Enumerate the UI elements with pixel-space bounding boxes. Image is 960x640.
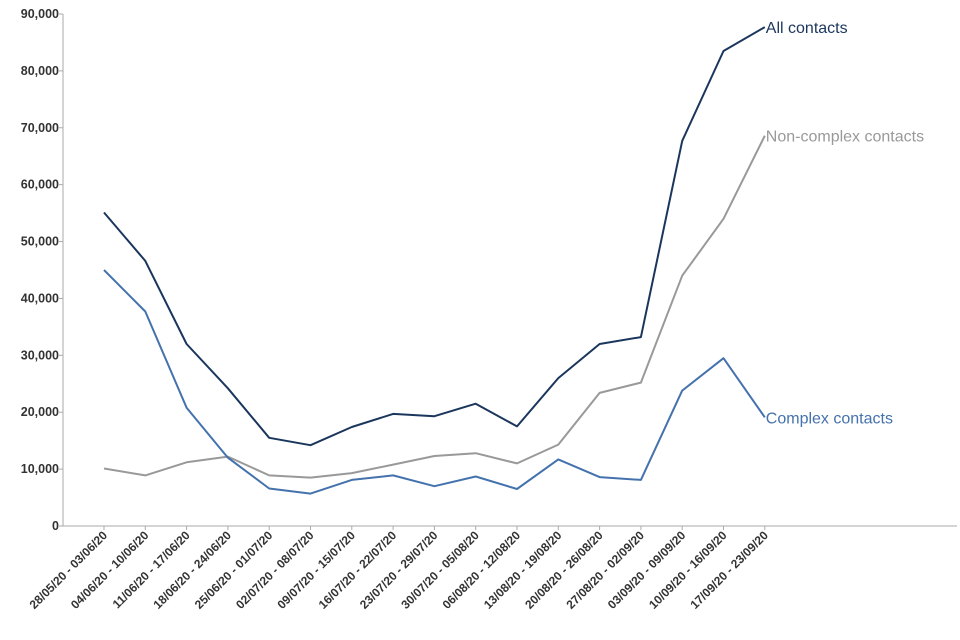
x-tick-label: 03/09/20 - 09/09/20 <box>605 528 689 612</box>
x-tick-label: 30/07/20 - 05/08/20 <box>398 528 482 612</box>
y-tick-label: 50,000 <box>21 235 59 249</box>
x-tick-label: 17/09/20 - 23/09/20 <box>687 528 771 612</box>
y-tick-label: 90,000 <box>21 7 59 21</box>
series-label: All contacts <box>766 20 848 37</box>
x-tick-label: 16/07/20 - 22/07/20 <box>316 528 400 612</box>
y-tick-label: 30,000 <box>21 348 59 362</box>
series-lines <box>103 26 766 495</box>
y-tick-label: 10,000 <box>21 462 59 476</box>
series-line-complex-contacts <box>103 269 766 495</box>
x-tick-label: 09/07/20 - 15/07/20 <box>274 528 358 612</box>
x-tick-label: 23/07/20 - 29/07/20 <box>357 528 441 612</box>
x-tick-label: 13/08/20 - 19/08/20 <box>481 528 565 612</box>
x-tick-label: 11/06/20 - 17/06/20 <box>110 528 193 611</box>
series-line-non-complex-contacts <box>103 135 766 479</box>
axes <box>62 14 957 527</box>
x-tick-label: 25/06/20 - 01/07/20 <box>192 528 276 612</box>
y-tick-label: 80,000 <box>21 64 59 78</box>
x-tick-label: 20/08/20 - 26/08/20 <box>522 528 606 612</box>
x-tick-label: 10/09/20 - 16/09/20 <box>646 528 730 612</box>
x-tick-label: 27/08/20 - 02/09/20 <box>564 528 648 612</box>
y-tick-label: 0 <box>52 519 59 533</box>
y-tick-label: 60,000 <box>21 178 59 192</box>
x-tick-label: 06/08/20 - 12/08/20 <box>440 528 524 612</box>
x-tick-label: 04/06/20 - 10/06/20 <box>68 528 152 612</box>
y-axis-ticks: 0 10,000 20,000 30,000 40,000 50,000 60,000 70,… <box>21 7 63 533</box>
y-tick-label: 70,000 <box>21 121 59 135</box>
x-tick-label: 28/05/20 - 03/06/20 <box>27 528 111 612</box>
y-tick-label: 40,000 <box>21 291 59 305</box>
series-line-all-contacts <box>103 26 766 447</box>
y-tick-label: 20,000 <box>21 405 59 419</box>
series-label: Non-complex contacts <box>766 129 924 146</box>
x-tick-label: 02/07/20 - 08/07/20 <box>233 528 317 612</box>
x-tick-label: 18/06/20 - 24/06/20 <box>151 528 235 612</box>
series-label: Complex contacts <box>766 410 893 427</box>
series-labels: All contacts Non-complex contacts Complex … <box>766 20 924 427</box>
